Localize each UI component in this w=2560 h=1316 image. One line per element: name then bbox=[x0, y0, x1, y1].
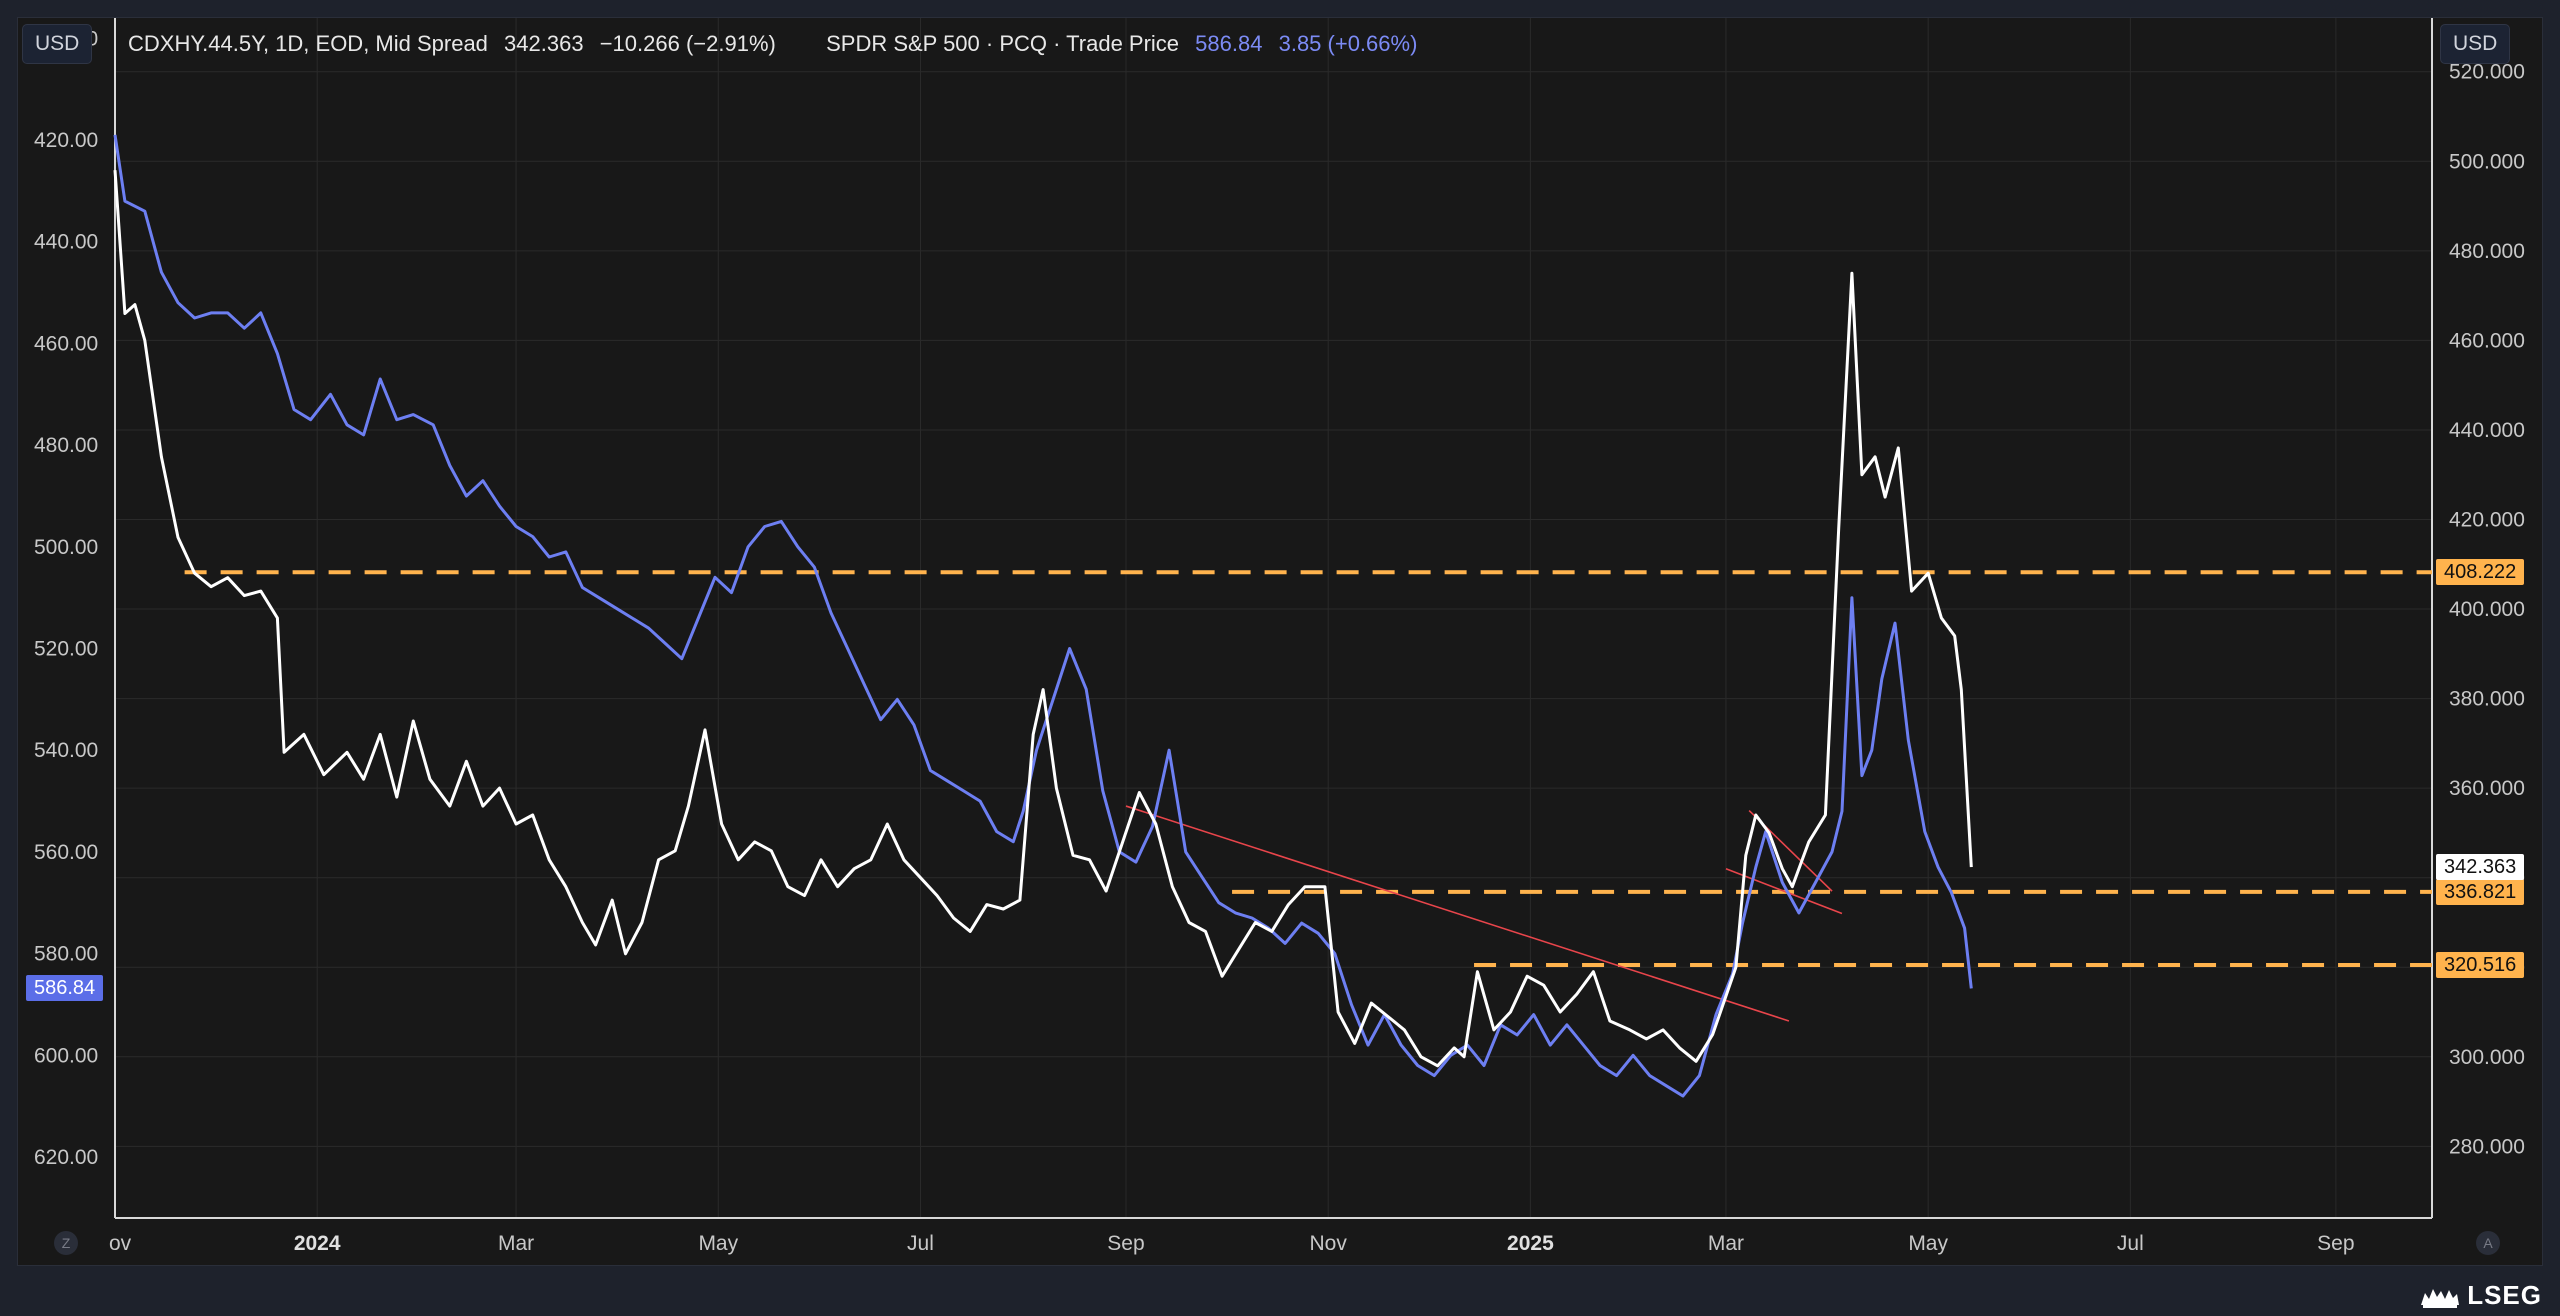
right-tick-label: 520.000 bbox=[2449, 61, 2525, 84]
x-tick-label: Sep bbox=[2317, 1232, 2354, 1255]
currency-left-button[interactable]: USD bbox=[22, 24, 93, 64]
zoom-reset-button[interactable]: Z bbox=[54, 1231, 78, 1255]
series2-label[interactable]: SPDR S&P 500 · PCQ · Trade Price bbox=[826, 31, 1180, 56]
right-tick-label: 500.000 bbox=[2449, 150, 2525, 173]
level-price-badge: 408.222 bbox=[2436, 559, 2525, 586]
left-tick-label: 620.00 bbox=[34, 1146, 98, 1169]
x-tick-label: ov bbox=[109, 1232, 132, 1255]
left-tick-label: 560.00 bbox=[34, 841, 98, 864]
left-tick-label: 540.00 bbox=[34, 739, 98, 762]
left-tick-label: 500.00 bbox=[34, 536, 98, 559]
legend: CDXHY.44.5Y, 1D, EOD, Mid Spread 342.363… bbox=[128, 26, 1427, 62]
spy-last-value-badge: 586.84 bbox=[26, 975, 104, 1002]
x-tick-label: Mar bbox=[498, 1232, 534, 1255]
series1-change: −10.266 (−2.91%) bbox=[599, 31, 776, 56]
spy-series-line[interactable] bbox=[113, 134, 1973, 1098]
series1-label[interactable]: CDXHY.44.5Y, 1D, EOD, Mid Spread bbox=[128, 31, 488, 56]
right-tick-label: 440.000 bbox=[2449, 419, 2525, 442]
left-tick-label: 440.00 bbox=[34, 231, 98, 254]
plot-area[interactable] bbox=[115, 18, 2432, 1218]
auto-scale-button[interactable]: A bbox=[2476, 1231, 2500, 1255]
left-tick-label: 600.00 bbox=[34, 1044, 98, 1067]
x-tick-label: Jul bbox=[907, 1232, 934, 1255]
series2-value: 586.84 bbox=[1195, 31, 1263, 56]
x-tick-label: Jul bbox=[2117, 1232, 2144, 1255]
left-tick-label: 580.00 bbox=[34, 943, 98, 966]
x-tick-label: Nov bbox=[1310, 1232, 1348, 1255]
x-tick-label: May bbox=[1908, 1232, 1948, 1255]
right-tick-label: 360.000 bbox=[2449, 777, 2525, 800]
right-tick-label: 300.000 bbox=[2449, 1046, 2525, 1069]
right-tick-label: 400.000 bbox=[2449, 598, 2525, 621]
currency-right-button[interactable]: USD bbox=[2440, 24, 2511, 64]
x-tick-label: 2025 bbox=[1507, 1232, 1554, 1255]
brand-logo: LSEG bbox=[2419, 1280, 2542, 1310]
left-tick-label: 520.00 bbox=[34, 638, 98, 661]
level-price-badge: 336.821 bbox=[2436, 878, 2525, 905]
right-tick-label: 280.000 bbox=[2449, 1135, 2525, 1158]
left-tick-label: 420.00 bbox=[34, 129, 98, 152]
left-tick-label: 460.00 bbox=[34, 332, 98, 355]
right-tick-label: 460.000 bbox=[2449, 329, 2525, 352]
x-tick-label: 2024 bbox=[294, 1232, 341, 1255]
series1-value: 342.363 bbox=[504, 31, 584, 56]
right-tick-label: 420.000 bbox=[2449, 508, 2525, 531]
x-tick-label: May bbox=[698, 1232, 738, 1255]
right-tick-label: 480.000 bbox=[2449, 240, 2525, 263]
lion-emblem-icon bbox=[2421, 1289, 2460, 1309]
level-price-badge: 320.516 bbox=[2436, 951, 2525, 978]
series2-change: 3.85 (+0.66%) bbox=[1278, 31, 1418, 56]
spread-last-value-badge: 342.363 bbox=[2436, 854, 2525, 881]
left-tick-label: 480.00 bbox=[34, 434, 98, 457]
trend-line[interactable] bbox=[1125, 805, 1790, 1022]
brand-name: LSEG bbox=[2467, 1280, 2542, 1310]
right-tick-label: 380.000 bbox=[2449, 688, 2525, 711]
x-tick-label: Mar bbox=[1708, 1232, 1744, 1255]
x-tick-label: Sep bbox=[1107, 1232, 1144, 1255]
spread-series-line[interactable] bbox=[113, 170, 1973, 1068]
